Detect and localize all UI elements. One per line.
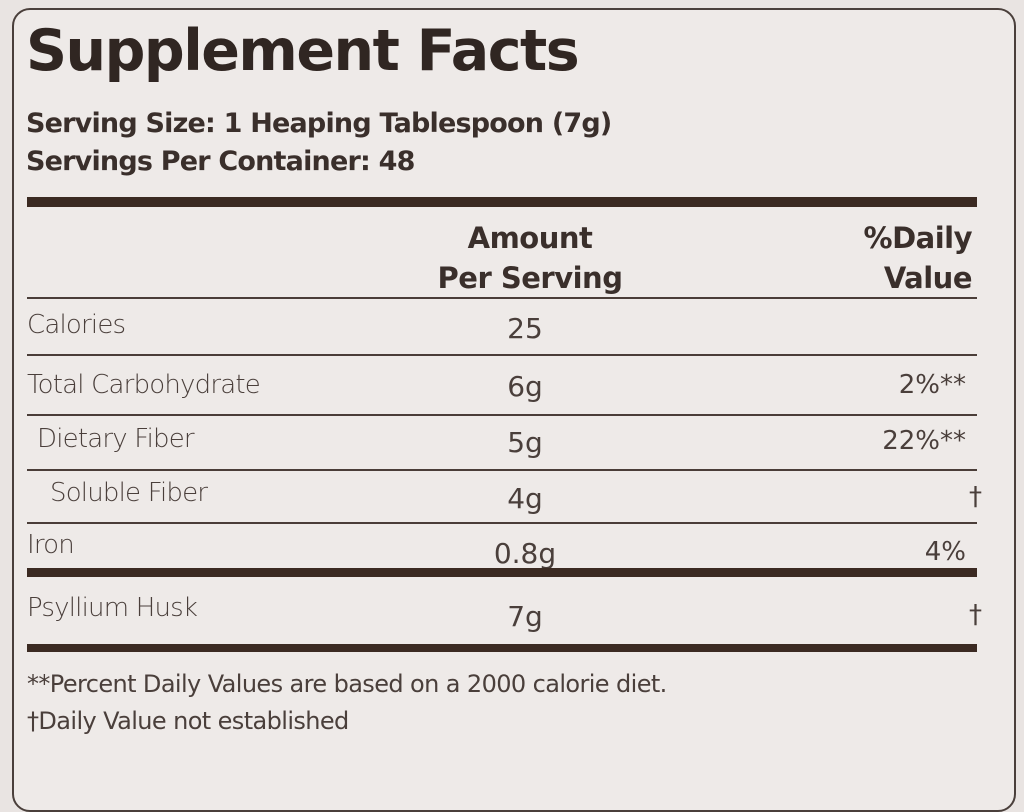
row-name: Dietary Fiber — [37, 424, 195, 454]
thick-divider — [27, 568, 977, 577]
row-amount: 0.8g — [493, 537, 557, 570]
supplement-facts-panel — [12, 8, 1016, 812]
amount-header-line2: Per Serving — [437, 261, 623, 295]
divider — [27, 522, 977, 524]
row-amount: 25 — [507, 312, 543, 345]
row-dv: † — [969, 600, 982, 630]
amount-header: Amount Per Serving — [405, 218, 655, 298]
row-name: Psyllium Husk — [27, 593, 198, 623]
row-name: Soluble Fiber — [50, 478, 208, 508]
row-name: Calories — [27, 310, 126, 340]
thick-divider — [27, 644, 977, 652]
servings-per-container: Servings Per Container: 48 — [26, 146, 415, 177]
footnote-not-established: †Daily Value not established — [27, 707, 349, 735]
dv-header-line1: %Daily — [863, 221, 973, 255]
thick-divider — [27, 197, 977, 207]
dv-header-line2: Value — [883, 261, 973, 295]
footnote-daily-values: **Percent Daily Values are based on a 20… — [27, 670, 667, 698]
row-dv: 4% — [924, 537, 966, 567]
row-name: Iron — [27, 530, 75, 560]
divider — [27, 354, 977, 356]
divider — [27, 414, 977, 416]
panel-title: Supplement Facts — [26, 18, 580, 84]
daily-value-header: %Daily Value — [863, 218, 973, 298]
row-dv: 2%** — [898, 370, 966, 400]
divider — [27, 297, 977, 299]
row-dv: 22%** — [882, 426, 966, 456]
row-amount: 4g — [507, 482, 543, 515]
amount-header-line1: Amount — [467, 221, 593, 255]
row-name: Total Carbohydrate — [27, 370, 261, 400]
serving-size: Serving Size: 1 Heaping Tablespoon (7g) — [26, 108, 612, 139]
row-dv: † — [969, 482, 982, 512]
row-amount: 6g — [507, 370, 543, 403]
divider — [27, 469, 977, 471]
row-amount: 7g — [507, 600, 543, 633]
row-amount: 5g — [507, 426, 543, 459]
